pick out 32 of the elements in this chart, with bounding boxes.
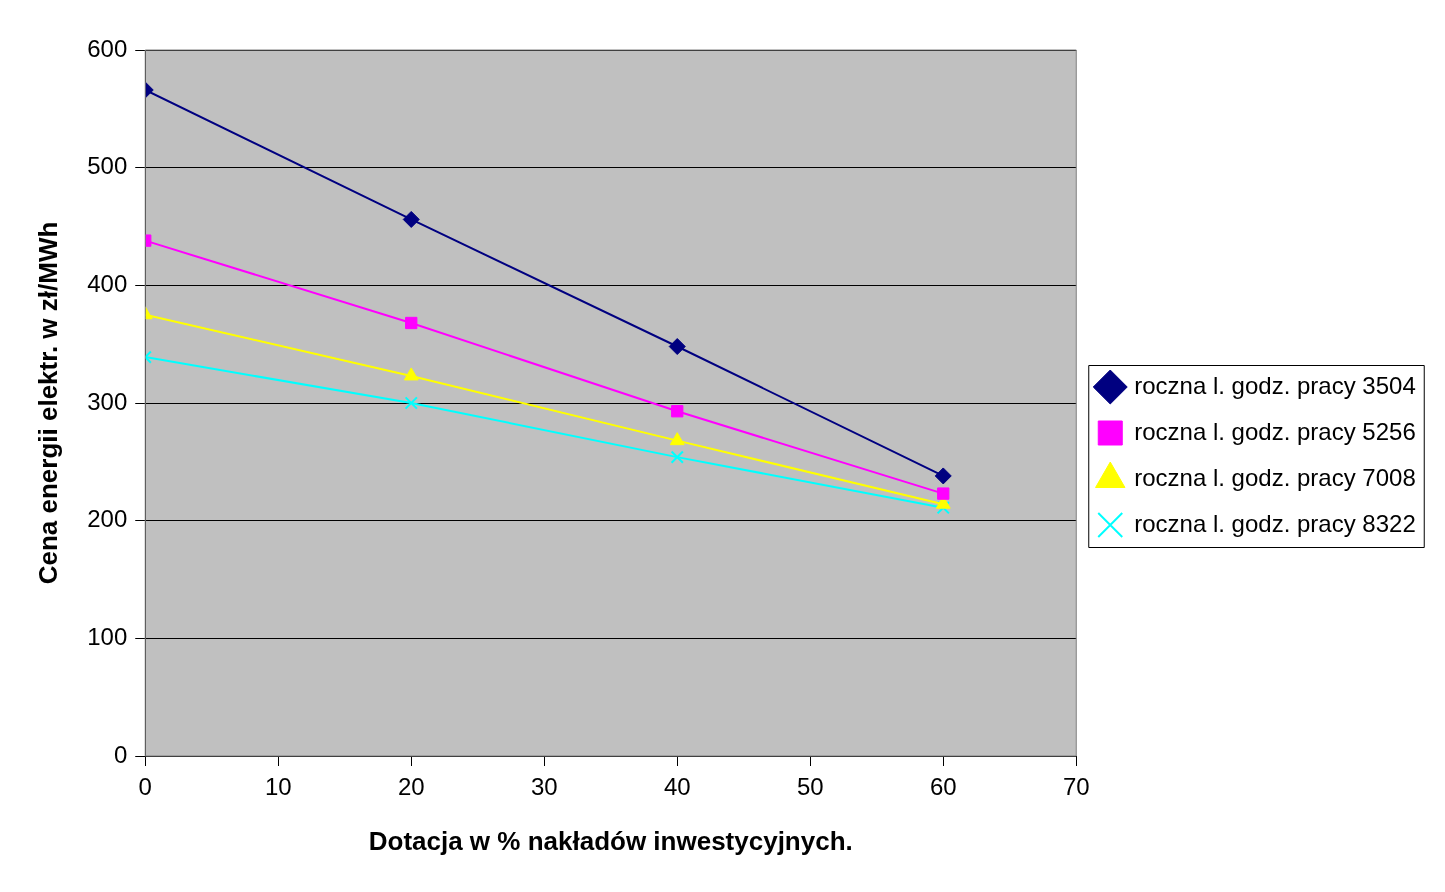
point	[671, 405, 684, 418]
x-tick-label: 60	[929, 773, 957, 801]
legend-label: roczna l. godz. pracy 5256	[1134, 417, 1416, 445]
point	[405, 316, 418, 330]
x-tick-label: 50	[796, 773, 824, 801]
x-tick-label: 20	[397, 773, 425, 801]
point	[937, 487, 950, 500]
y-tick-label: 100	[87, 622, 128, 650]
x-axis-title: Dotacja w % nakładów inwestycyjnych.	[368, 825, 853, 856]
point	[670, 450, 684, 464]
y-tick-label: 0	[113, 740, 128, 768]
y-tick-label: 300	[87, 387, 128, 415]
point	[404, 396, 418, 410]
point	[668, 338, 686, 356]
legend-label: roczna l. godz. pracy 7008	[1134, 463, 1416, 491]
point	[403, 367, 419, 381]
x-tick-label: 70	[1062, 773, 1090, 801]
point	[934, 467, 952, 485]
y-tick-label: 600	[87, 34, 128, 62]
legend-label: roczna l. godz. pracy 3504	[1134, 371, 1416, 399]
y-tick-label: 400	[87, 269, 128, 297]
x-tick-label: 0	[138, 773, 152, 801]
legend-label: roczna l. godz. pracy 8322	[1134, 509, 1416, 537]
x-tick-label: 30	[530, 773, 558, 801]
x-tick-label: 10	[264, 773, 292, 801]
y-axis-title: Cena energii elektr. w zł/MWh	[32, 221, 63, 585]
point	[936, 501, 950, 515]
x-tick-label: 40	[663, 773, 691, 801]
y-tick-label: 500	[87, 152, 128, 180]
y-tick-label: 200	[87, 505, 128, 533]
point	[402, 210, 420, 228]
point	[669, 432, 685, 446]
